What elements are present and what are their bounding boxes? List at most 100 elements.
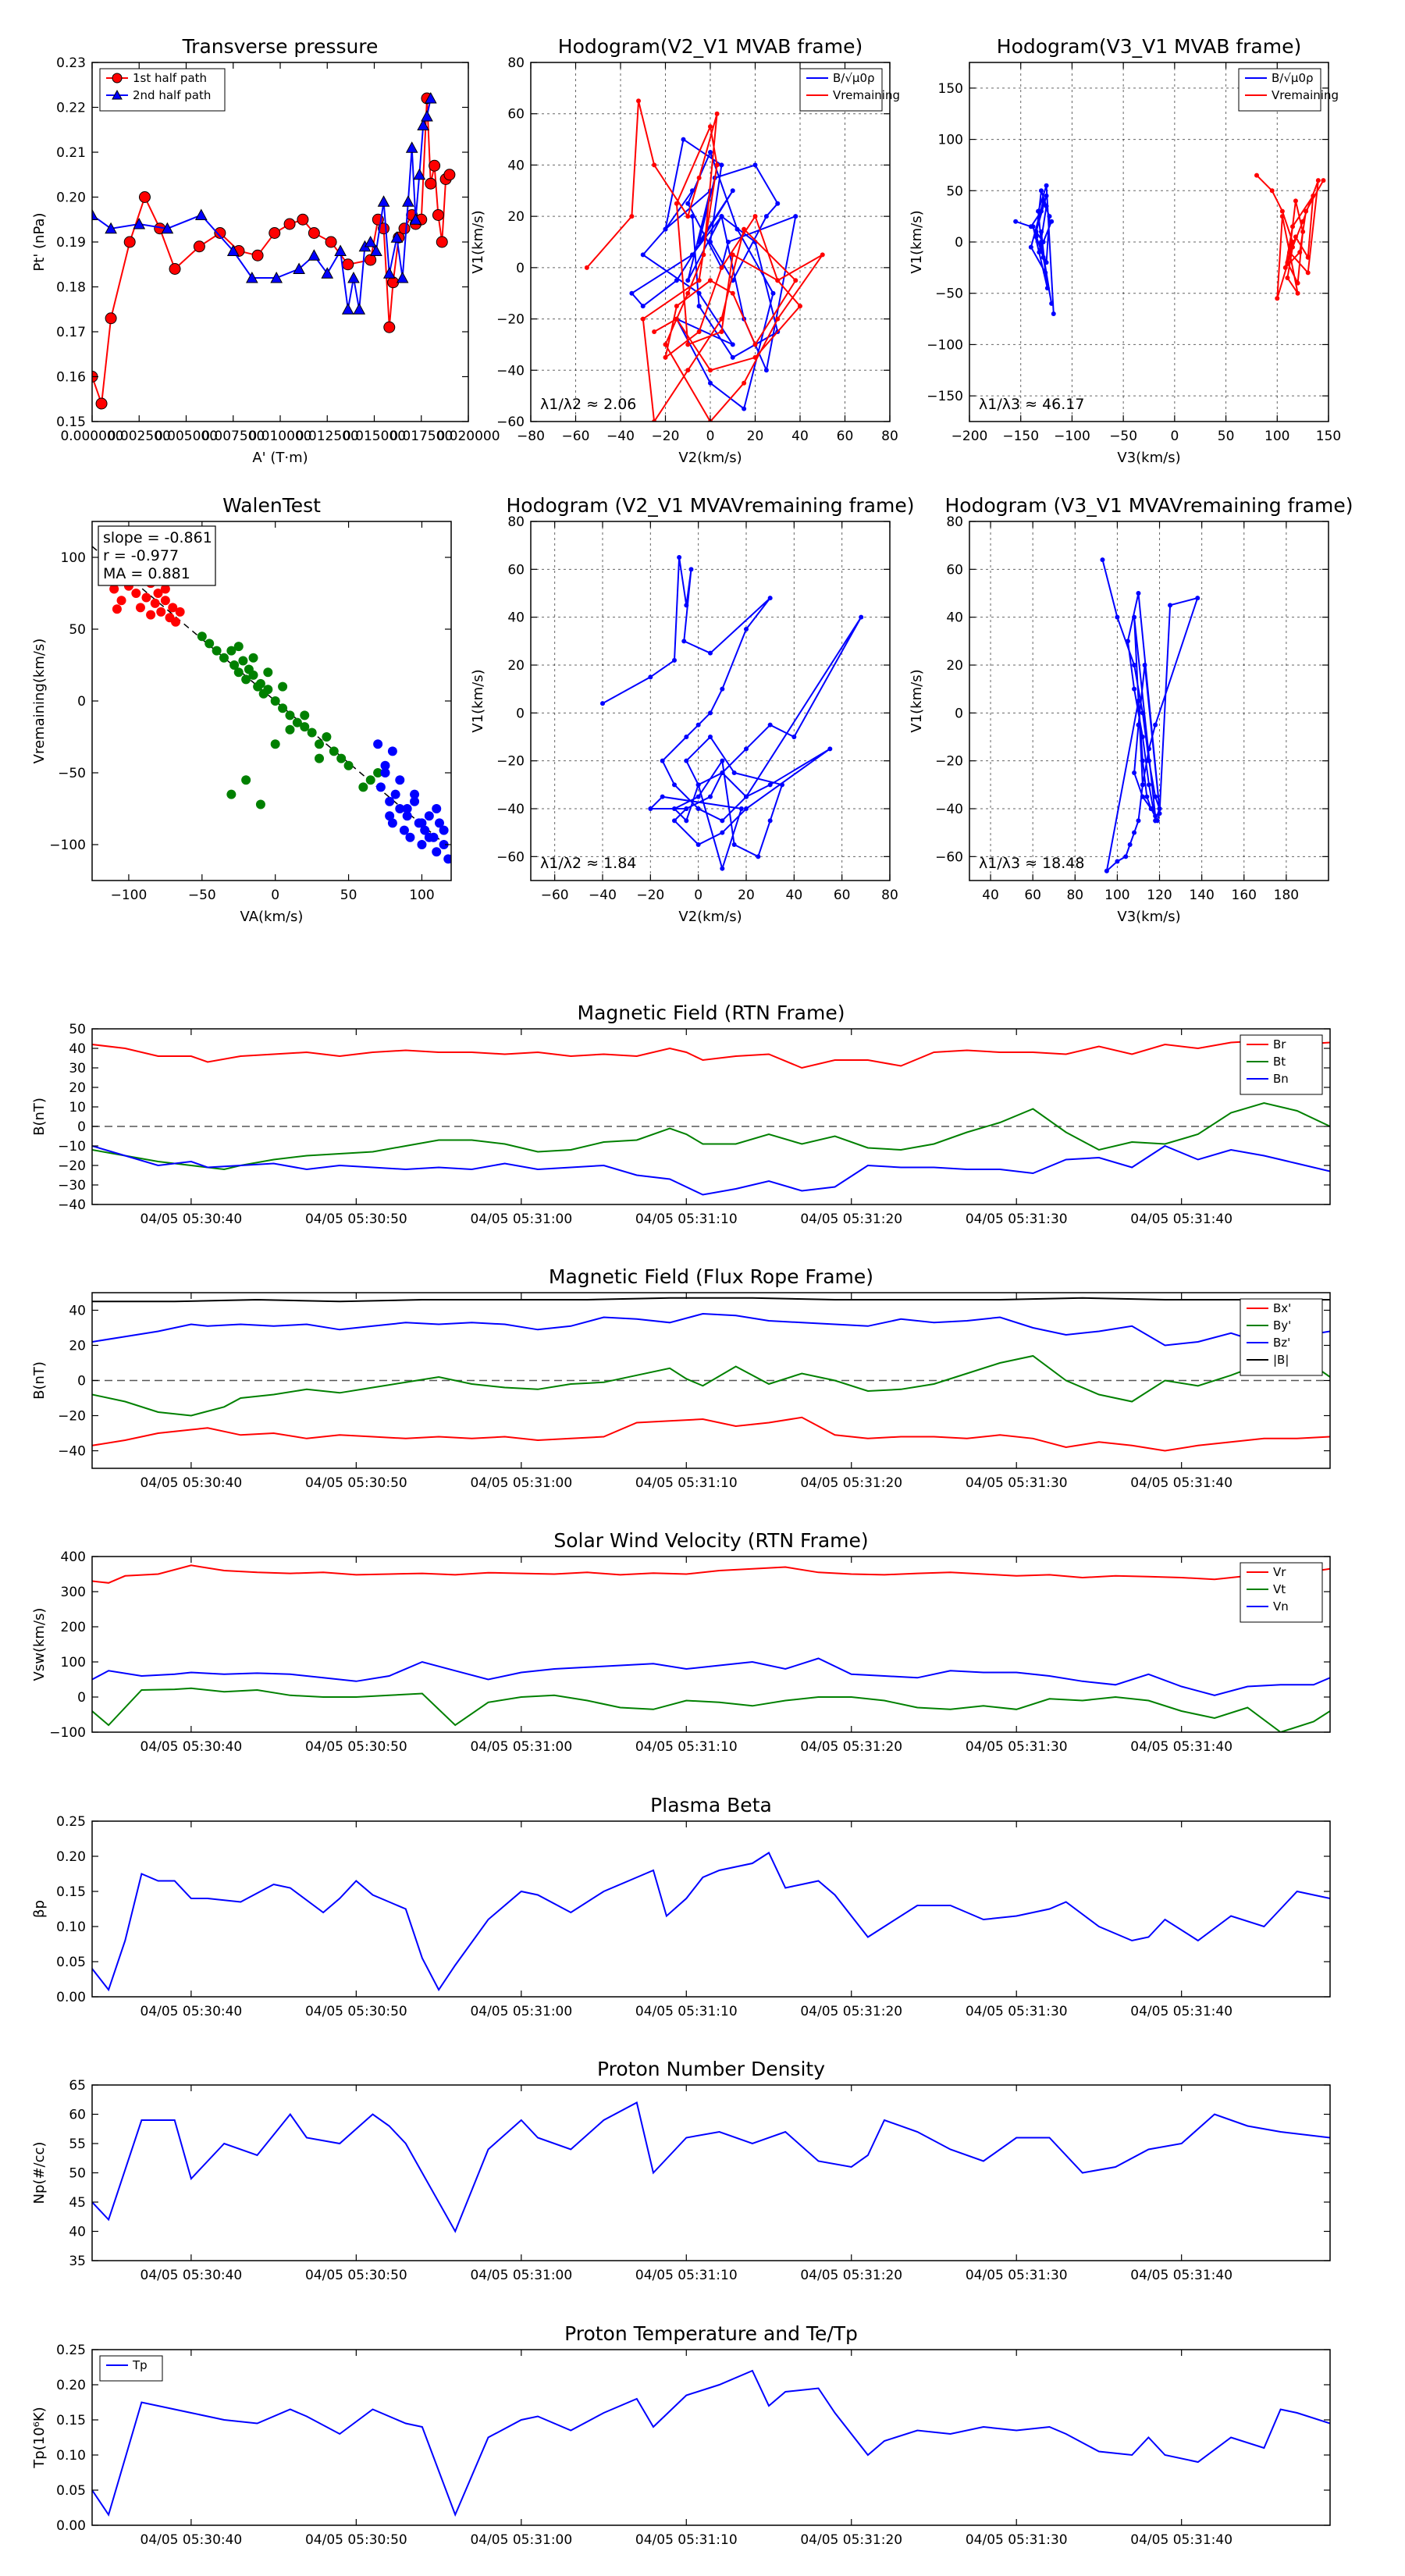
y-tick-label: 80 [946,514,963,530]
legend: 1st half path 2nd half path [99,68,226,112]
data-point [1282,265,1288,270]
y-axis-label: Vsw(km/s) [31,1608,48,1681]
data-point [690,188,695,194]
data-point [308,227,320,239]
data-point [1304,208,1309,214]
data-point [752,354,758,360]
data-point [380,768,390,777]
data-point [226,789,237,799]
data-point [688,567,694,572]
y-tick-label: −60 [496,849,525,865]
data-point [390,789,400,799]
y-tick-label: 40 [507,610,525,626]
plot-area [92,1039,1330,1196]
legend-box [99,2355,163,2382]
data-point [1157,806,1162,811]
data-point [742,226,747,232]
y-tick-label: 40 [946,610,963,626]
data-point [1293,234,1298,240]
data-point [684,818,689,824]
data-point [1028,244,1033,250]
axes-frame [91,2084,1331,2261]
data-point [1148,806,1154,811]
legend-box [99,68,226,112]
data-point [1168,603,1173,608]
x-tick-label: 04/05 05:31:40 [1130,1739,1232,1755]
y-tick-label: −40 [58,1444,86,1460]
x-tick-label: 04/05 05:30:50 [305,2532,407,2548]
chart-title: Proton Number Density [597,2058,825,2080]
data-point [752,342,758,347]
data-point [377,195,390,207]
data-point [347,271,360,283]
legend-label: 1st half path [133,71,207,85]
x-tick-label: 40 [982,888,999,903]
stats-line: r = -0.977 [103,547,179,564]
data-point [405,141,418,153]
data-point [763,214,769,219]
data-point [300,722,310,732]
data-point [248,670,258,680]
x-tick-label: −200 [951,429,988,444]
data-point [1043,270,1048,276]
x-tick-label: 04/05 05:31:20 [800,1475,902,1491]
data-point [685,290,691,296]
x-tick-label: 04/05 05:30:40 [140,1739,243,1755]
stats-box [98,525,216,586]
data-point [1132,686,1137,692]
transverse-pressure-chart: Transverse pressure 0.0000000.0025000.005… [31,35,500,466]
data-point [660,758,665,763]
x-tick-label: 04/05 05:31:20 [800,2532,902,2548]
data-point [719,316,724,322]
data-point [1030,224,1036,229]
y-tick-label: 0.22 [56,101,86,116]
y-tick-label: 0.05 [56,2483,86,2499]
y-tick-label: 100 [938,133,963,148]
data-point [420,825,430,835]
x-tick-label: 04/05 05:30:40 [140,2004,243,2019]
data-point [246,271,258,283]
y-tick-label: 0.23 [56,55,86,71]
stats-line: MA = 0.881 [103,565,190,582]
data-point [859,614,864,620]
x-tick-label: 100 [1264,429,1289,444]
data-point [146,610,156,620]
y-tick-label: 0.15 [56,2413,86,2428]
x-tick-label: 50 [340,888,357,903]
data-point [229,660,240,670]
data-point [436,236,448,248]
axes-frame [91,62,469,422]
data-point [293,262,305,274]
y-tick-label: −40 [496,363,525,379]
x-tick-label: −60 [541,888,569,903]
data-point [1040,254,1046,260]
y-tick-label: 20 [507,209,525,225]
data-point [1295,280,1300,286]
series-line-tp [92,2369,1330,2517]
data-point [780,782,784,788]
y-tick-label: 40 [507,158,525,173]
x-tick-label: 04/05 05:31:10 [635,2268,738,2283]
data-point [1037,250,1042,255]
data-point [719,214,724,219]
x-axis-label: V3(km/s) [1117,909,1180,925]
x-tick-label: −80 [517,429,545,444]
series-line-bx- [92,1416,1330,1452]
x-tick-label: 180 [1274,888,1299,903]
x-tick-label: 40 [791,429,809,444]
data-point [1153,813,1158,819]
x-tick-label: 80 [1066,888,1083,903]
x-tick-label: 04/05 05:31:00 [470,1475,572,1491]
y-tick-label: 10 [69,1100,86,1115]
data-point [681,137,686,142]
y-tick-label: 0.19 [56,235,86,251]
legend-label: Vr [1273,1565,1286,1579]
data-point [169,263,181,275]
data-point [744,627,749,632]
data-point [205,639,215,649]
data-point [775,201,781,206]
data-point [1115,859,1120,864]
axes-frame [530,521,891,881]
data-point [684,758,689,763]
y-tick-label: 150 [938,81,963,97]
